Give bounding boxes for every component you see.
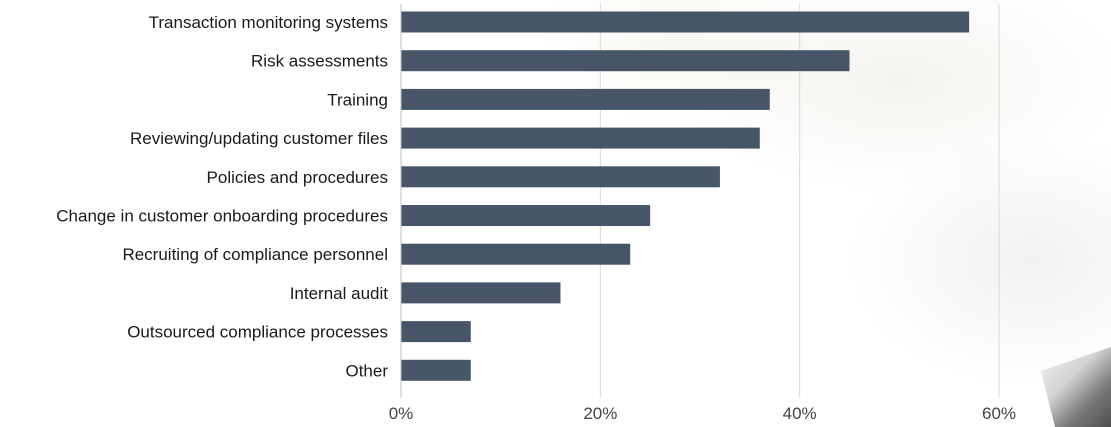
chart-category-labels: Transaction monitoring systems Risk asses… xyxy=(56,13,388,380)
x-tick-label-20: 20% xyxy=(583,404,617,423)
category-label-training: Training xyxy=(327,90,388,109)
category-label-outsourced-compliance-processes: Outsourced compliance processes xyxy=(127,323,388,342)
category-label-change-in-customer-onboarding-procedures: Change in customer onboarding procedures xyxy=(56,207,388,226)
x-tick-label-60: 60% xyxy=(982,404,1016,423)
bar-risk-assessments xyxy=(401,50,850,72)
category-label-transaction-monitoring-systems: Transaction monitoring systems xyxy=(149,13,388,32)
category-label-reviewing-updating-customer-files: Reviewing/updating customer files xyxy=(130,129,388,148)
bar-internal-audit xyxy=(401,282,561,304)
category-label-other: Other xyxy=(345,361,388,380)
category-label-policies-and-procedures: Policies and procedures xyxy=(207,168,388,187)
chart-bars xyxy=(401,11,970,381)
bar-other xyxy=(401,359,471,381)
bar-change-in-customer-onboarding-procedures xyxy=(401,205,651,226)
category-label-recruiting-of-compliance-personnel: Recruiting of compliance personnel xyxy=(122,245,388,264)
bar-training xyxy=(401,88,770,110)
bar-reviewing-updating-customer-files xyxy=(401,127,760,149)
category-label-risk-assessments: Risk assessments xyxy=(251,52,388,71)
x-tick-label-40: 40% xyxy=(783,404,817,423)
bar-outsourced-compliance-processes xyxy=(401,321,471,343)
bar-transaction-monitoring-systems xyxy=(401,11,970,33)
category-label-internal-audit: Internal audit xyxy=(290,284,389,303)
bar-recruiting-of-compliance-personnel xyxy=(401,243,631,265)
x-tick-label-0: 0% xyxy=(389,404,414,423)
bar-policies-and-procedures xyxy=(401,166,720,188)
chart-x-tick-labels: 0% 20% 40% 60% xyxy=(389,404,1016,423)
